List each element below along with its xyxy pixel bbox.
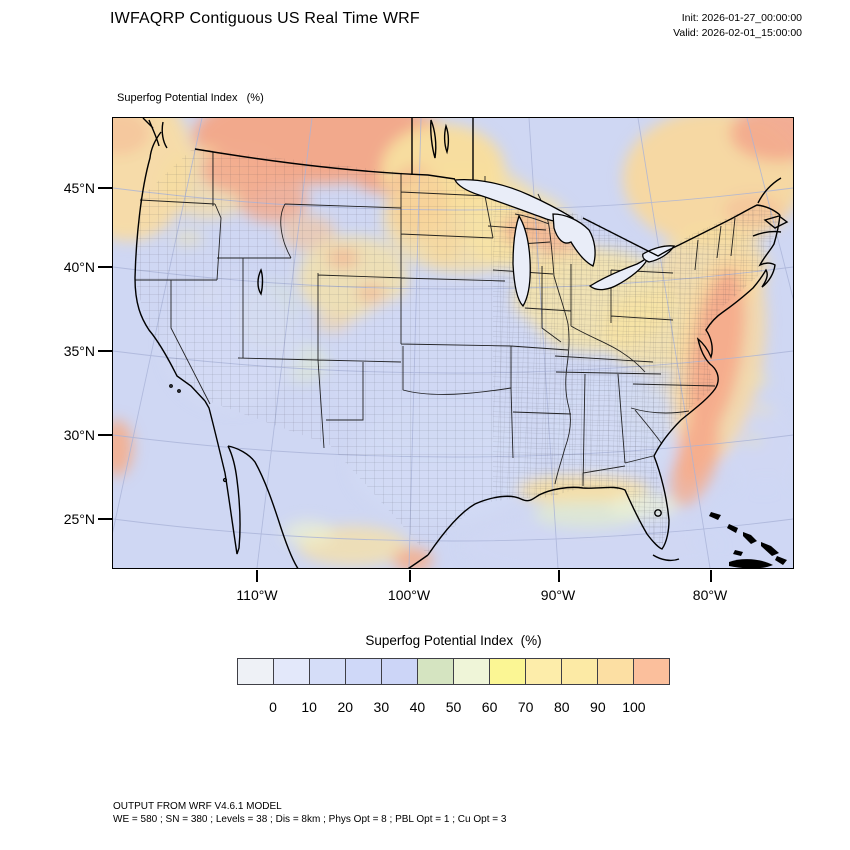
colorbar-cell xyxy=(345,658,382,685)
y-tick xyxy=(98,434,112,436)
colorbar-cell xyxy=(309,658,346,685)
x-axis-label: 90°W xyxy=(540,587,576,603)
run-times: Init: 2026-01-27_00:00:00 Valid: 2026-02… xyxy=(673,11,802,40)
colorbar-tick-label: 30 xyxy=(373,699,390,715)
colorbar-tick-label: 70 xyxy=(517,699,534,715)
map-subtitle: Superfog Potential Index (%) xyxy=(117,92,264,104)
valid-time-label: Valid: 2026-02-01_15:00:00 xyxy=(673,26,802,39)
y-tick xyxy=(98,187,112,189)
x-tick xyxy=(558,570,560,582)
colorbar-cell xyxy=(417,658,454,685)
y-axis-label: 40°N xyxy=(63,259,95,275)
coastlines xyxy=(134,118,789,568)
colorbar-tick-label: 0 xyxy=(269,699,277,715)
x-tick xyxy=(256,570,258,582)
colorbar-tick-label: 10 xyxy=(301,699,317,715)
colorbar-tick-label: 40 xyxy=(409,699,426,715)
state-borders xyxy=(135,152,736,487)
great-lakes xyxy=(453,178,676,308)
map-plot-area xyxy=(112,117,794,569)
colorbar-title: Superfog Potential Index (%) xyxy=(365,633,542,648)
conus-superfog-map xyxy=(113,118,793,568)
colorbar-cell xyxy=(597,658,634,685)
colorbar-cell xyxy=(525,658,562,685)
footer-line1: OUTPUT FROM WRF V4.6.1 MODEL xyxy=(113,801,282,812)
y-axis-label: 30°N xyxy=(63,427,95,443)
y-axis-label: 25°N xyxy=(63,511,95,527)
colorbar-cell xyxy=(489,658,526,685)
islands xyxy=(709,512,787,568)
colorbar-cell xyxy=(453,658,490,685)
colorbar xyxy=(237,658,670,685)
colorbar-tick-label: 50 xyxy=(445,699,462,715)
colorbar-cell xyxy=(237,658,274,685)
y-axis-label: 45°N xyxy=(63,180,95,196)
colorbar-labels: 0 10 20 30 40 50 60 70 80 90 100 xyxy=(237,699,670,717)
model-config-footer: OUTPUT FROM WRF V4.6.1 MODEL WE = 580 ; … xyxy=(113,800,506,826)
y-tick xyxy=(98,350,112,352)
y-axis-label: 35°N xyxy=(63,343,95,359)
x-axis-label: 110°W xyxy=(236,587,278,603)
colorbar-tick-label: 90 xyxy=(590,699,606,715)
x-tick xyxy=(409,570,411,582)
colorbar-tick-label: 60 xyxy=(481,699,498,715)
colorbar-cell xyxy=(561,658,598,685)
colorbar-cell xyxy=(273,658,310,685)
page-title: IWFAQRP Contiguous US Real Time WRF xyxy=(110,10,420,27)
y-tick xyxy=(98,518,112,520)
x-tick xyxy=(710,570,712,582)
colorbar-tick-label: 80 xyxy=(553,699,570,715)
footer-line2: WE = 580 ; SN = 380 ; Levels = 38 ; Dis … xyxy=(113,814,507,826)
colorbar-tick-label: 100 xyxy=(622,699,646,715)
colorbar-tick-label: 20 xyxy=(337,699,354,715)
init-time-label: Init: 2026-01-27_00:00:00 xyxy=(681,12,802,24)
y-tick xyxy=(98,266,112,268)
colorbar-cell xyxy=(381,658,418,685)
x-axis-label: 100°W xyxy=(387,587,431,603)
x-axis-label: 80°W xyxy=(692,587,728,603)
colorbar-cell xyxy=(633,658,670,685)
